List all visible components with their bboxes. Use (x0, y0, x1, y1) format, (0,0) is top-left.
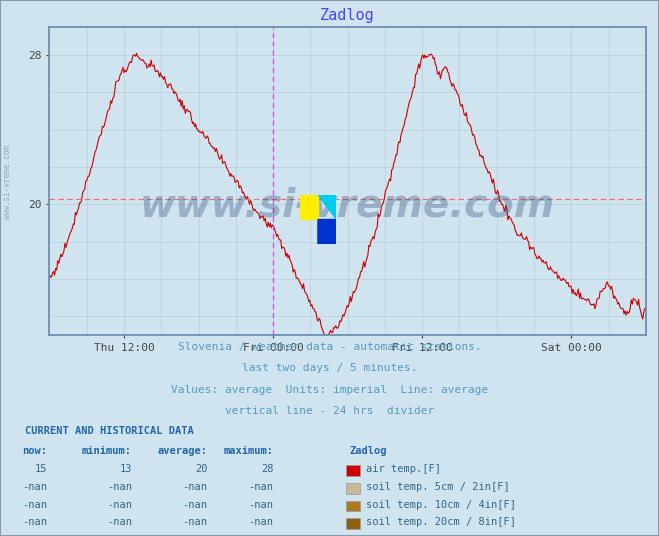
Text: CURRENT AND HISTORICAL DATA: CURRENT AND HISTORICAL DATA (25, 426, 194, 436)
Text: soil temp. 10cm / 4in[F]: soil temp. 10cm / 4in[F] (366, 500, 516, 510)
Text: -nan: -nan (248, 535, 273, 536)
Text: 15: 15 (35, 464, 47, 474)
Text: -nan: -nan (107, 517, 132, 527)
Text: soil temp. 20cm / 8in[F]: soil temp. 20cm / 8in[F] (366, 517, 516, 527)
Bar (300, 195, 318, 219)
Text: 20: 20 (195, 464, 208, 474)
Text: last two days / 5 minutes.: last two days / 5 minutes. (242, 363, 417, 374)
Text: air temp.[F]: air temp.[F] (366, 464, 441, 474)
Text: -nan: -nan (107, 500, 132, 510)
Text: -nan: -nan (183, 535, 208, 536)
Text: -nan: -nan (107, 482, 132, 492)
Polygon shape (318, 219, 336, 244)
Text: -nan: -nan (248, 482, 273, 492)
Title: Zadlog: Zadlog (320, 8, 375, 23)
Text: 13: 13 (119, 464, 132, 474)
Text: -nan: -nan (22, 500, 47, 510)
Text: average:: average: (158, 446, 208, 457)
Text: -nan: -nan (183, 482, 208, 492)
Text: 28: 28 (261, 464, 273, 474)
Text: -nan: -nan (22, 517, 47, 527)
Text: -nan: -nan (248, 517, 273, 527)
Text: -nan: -nan (22, 482, 47, 492)
Text: vertical line - 24 hrs  divider: vertical line - 24 hrs divider (225, 406, 434, 416)
Text: maximum:: maximum: (223, 446, 273, 457)
Text: -nan: -nan (107, 535, 132, 536)
Text: minimum:: minimum: (82, 446, 132, 457)
Text: -nan: -nan (248, 500, 273, 510)
Text: -nan: -nan (22, 535, 47, 536)
Text: Values: average  Units: imperial  Line: average: Values: average Units: imperial Line: av… (171, 385, 488, 395)
Text: -nan: -nan (183, 500, 208, 510)
Text: Zadlog: Zadlog (349, 446, 387, 457)
Text: soil temp. 5cm / 2in[F]: soil temp. 5cm / 2in[F] (366, 482, 509, 492)
Text: soil temp. 30cm / 12in[F]: soil temp. 30cm / 12in[F] (366, 535, 522, 536)
Polygon shape (318, 219, 336, 244)
Text: www.si-vreme.com: www.si-vreme.com (140, 187, 556, 225)
Text: -nan: -nan (183, 517, 208, 527)
Polygon shape (318, 195, 336, 219)
Text: Slovenia / weather data - automatic stations.: Slovenia / weather data - automatic stat… (178, 342, 481, 352)
Text: now:: now: (22, 446, 47, 457)
Text: www.si-vreme.com: www.si-vreme.com (3, 145, 13, 219)
